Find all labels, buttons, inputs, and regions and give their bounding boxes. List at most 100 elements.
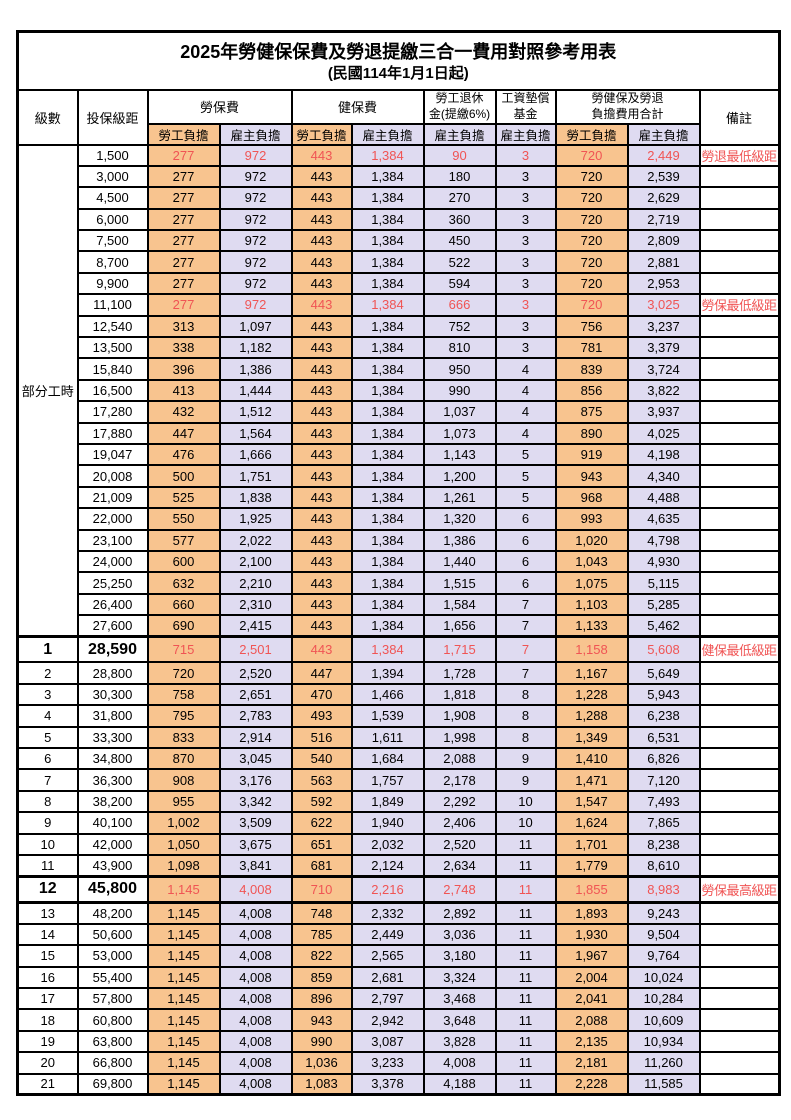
header-labor-insurance: 勞保費	[146, 88, 293, 125]
header-health-insurance: 健保費	[290, 88, 425, 125]
value-cell: 2,520	[422, 832, 497, 857]
bracket-cell: 48,200	[76, 901, 149, 925]
value-cell: 277	[146, 207, 221, 232]
bracket-cell: 50,600	[76, 922, 149, 947]
bracket-cell: 13,500	[76, 335, 149, 360]
value-cell: 1,145	[146, 1051, 221, 1075]
remark-cell	[698, 661, 781, 685]
level-cell: 15	[16, 944, 79, 968]
value-cell: 2,501	[218, 634, 293, 664]
remark-cell	[698, 853, 781, 878]
value-cell: 3	[494, 293, 557, 317]
value-cell: 3,233	[350, 1051, 425, 1075]
remark-cell: 健保最低級距	[698, 634, 781, 664]
level-cell: 11	[16, 853, 79, 878]
value-cell: 943	[290, 1008, 353, 1032]
value-cell: 2,942	[350, 1008, 425, 1032]
value-cell: 1,145	[146, 874, 221, 904]
table-row: 23,100 577 2,022 443 1,384 1,386 6 1,020 4,798	[18, 528, 781, 552]
value-cell: 443	[290, 143, 353, 167]
value-cell: 594	[422, 271, 497, 296]
value-cell: 7	[494, 614, 557, 638]
remark-cell: 勞保最低級距	[698, 293, 781, 317]
value-cell: 785	[290, 922, 353, 947]
value-cell: 1,440	[422, 549, 497, 574]
remark-cell	[698, 164, 781, 189]
value-cell: 972	[218, 164, 293, 189]
value-cell: 1,182	[218, 335, 293, 360]
value-cell: 972	[218, 271, 293, 296]
value-cell: 10,934	[626, 1029, 701, 1054]
value-cell: 4,930	[626, 549, 701, 574]
header-remark: 備註	[698, 88, 781, 146]
value-cell: 522	[422, 250, 497, 274]
value-cell: 2,332	[350, 901, 425, 925]
value-cell: 6,531	[626, 725, 701, 750]
value-cell: 1,384	[350, 421, 425, 445]
value-cell: 7	[494, 592, 557, 617]
bracket-cell: 23,100	[76, 528, 149, 552]
table-row: 7,500 277 972 443 1,384 450 3 720 2,809	[18, 229, 781, 253]
value-cell: 1,384	[350, 614, 425, 638]
table-row: 14 50,600 1,145 4,008 785 2,449 3,036 11 1,930 9,…	[16, 922, 781, 947]
table-row: 16,500 413 1,444 443 1,384 990 4 856 3,822	[18, 378, 781, 403]
value-cell: 795	[146, 704, 221, 728]
value-cell: 2,228	[554, 1072, 629, 1096]
value-cell: 1,849	[350, 789, 425, 814]
remark-cell	[698, 832, 781, 857]
value-cell: 1,564	[218, 421, 293, 445]
value-cell: 1,967	[554, 944, 629, 968]
table-row: 15 53,000 1,145 4,008 822 2,565 3,180 11 1,967 9,…	[16, 944, 781, 968]
value-cell: 972	[218, 229, 293, 253]
value-cell: 450	[422, 229, 497, 253]
level-cell: 2	[16, 661, 79, 685]
value-cell: 1,145	[146, 1029, 221, 1054]
value-cell: 11	[494, 853, 557, 878]
value-cell: 4,008	[218, 944, 293, 968]
value-cell: 1,145	[146, 944, 221, 968]
value-cell: 4,340	[626, 464, 701, 488]
value-cell: 277	[146, 229, 221, 253]
table-row: 22,000 550 1,925 443 1,384 1,320 6 993 4,635	[18, 507, 781, 531]
bracket-cell: 27,600	[76, 614, 149, 638]
value-cell: 690	[146, 614, 221, 638]
level-cell: 17	[16, 986, 79, 1011]
remark-cell	[698, 944, 781, 968]
table-row: 27,600 690 2,415 443 1,384 1,656 7 1,133 5,462	[18, 614, 781, 638]
value-cell: 3	[494, 164, 557, 189]
value-cell: 3,675	[218, 832, 293, 857]
value-cell: 443	[290, 634, 353, 664]
value-cell: 443	[290, 400, 353, 424]
value-cell: 1,384	[350, 314, 425, 339]
value-cell: 1,728	[422, 661, 497, 685]
value-cell: 3	[494, 229, 557, 253]
bracket-cell: 17,880	[76, 421, 149, 445]
remark-cell	[698, 485, 781, 510]
value-cell: 6	[494, 571, 557, 595]
value-cell: 3,324	[422, 965, 497, 989]
level-cell: 9	[16, 811, 79, 835]
value-cell: 1,384	[350, 634, 425, 664]
value-cell: 1,584	[422, 592, 497, 617]
value-cell: 3,724	[626, 357, 701, 381]
value-cell: 3,828	[422, 1029, 497, 1054]
value-cell: 1,043	[554, 549, 629, 574]
table-row: 9,900 277 972 443 1,384 594 3 720 2,953	[18, 271, 781, 296]
value-cell: 4	[494, 378, 557, 403]
value-cell: 1,384	[350, 271, 425, 296]
value-cell: 4	[494, 400, 557, 424]
table-row: 16 55,400 1,145 4,008 859 2,681 3,324 11 2,004 10…	[16, 965, 781, 989]
value-cell: 4,008	[218, 901, 293, 925]
value-cell: 720	[146, 661, 221, 685]
value-cell: 1,073	[422, 421, 497, 445]
value-cell: 443	[290, 293, 353, 317]
level-cell: 6	[16, 747, 79, 771]
subheader-li-employee: 勞工負擔	[146, 122, 221, 146]
value-cell: 11	[494, 1029, 557, 1054]
value-cell: 443	[290, 207, 353, 232]
value-cell: 3,025	[626, 293, 701, 317]
value-cell: 443	[290, 571, 353, 595]
value-cell: 1,133	[554, 614, 629, 638]
bracket-cell: 55,400	[76, 965, 149, 989]
value-cell: 600	[146, 549, 221, 574]
